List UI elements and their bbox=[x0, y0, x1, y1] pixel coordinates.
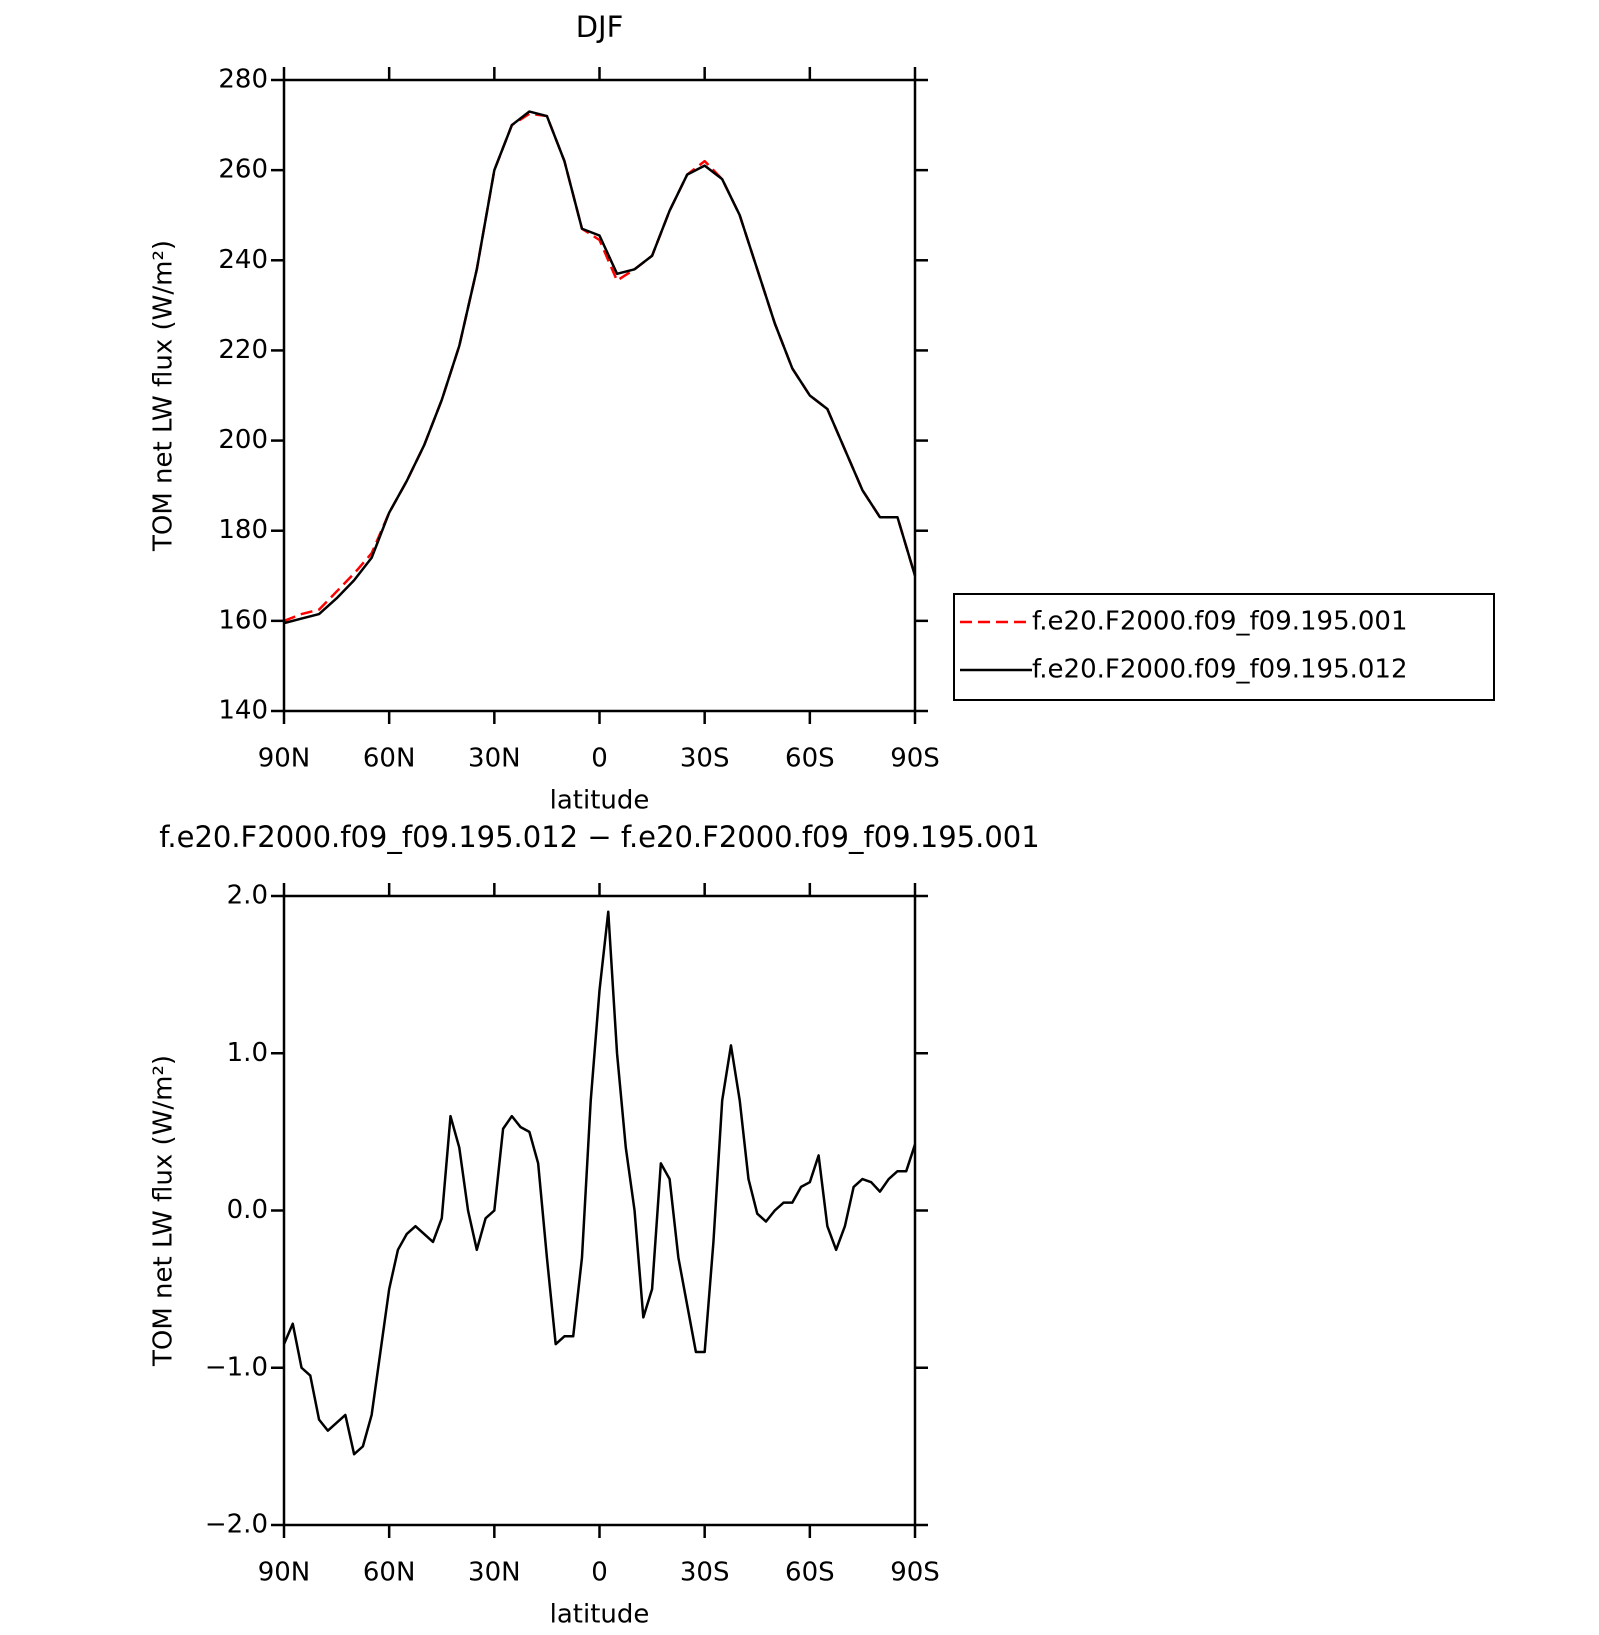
legend-label: f.e20.F2000.f09_f09.195.012 bbox=[1032, 655, 1408, 685]
chart-title: f.e20.F2000.f09_f09.195.012 − f.e20.F200… bbox=[159, 820, 1039, 854]
x-tick-label: 60S bbox=[785, 1558, 835, 1588]
legend-box bbox=[953, 593, 1495, 701]
data-line bbox=[282, 910, 917, 1456]
x-tick-label: 90S bbox=[890, 744, 940, 774]
y-tick-label: −1.0 bbox=[205, 1352, 268, 1382]
data-line bbox=[283, 112, 917, 623]
x-tick-label: 90S bbox=[890, 1558, 940, 1588]
y-tick-label: −2.0 bbox=[205, 1510, 268, 1540]
x-tick-label: 30S bbox=[680, 744, 730, 774]
plot-frame bbox=[282, 78, 917, 713]
x-tick-label: 90N bbox=[258, 1558, 311, 1588]
x-tick-label: 0 bbox=[591, 1558, 608, 1588]
y-tick-label: 140 bbox=[218, 696, 268, 726]
x-tick-label: 0 bbox=[591, 744, 608, 774]
x-tick-label: 60N bbox=[363, 744, 416, 774]
y-tick-label: 160 bbox=[218, 605, 268, 635]
y-tick-label: 1.0 bbox=[227, 1038, 268, 1068]
y-axis-label: TOM net LW flux (W/m²) bbox=[149, 1055, 179, 1367]
y-tick-label: 280 bbox=[218, 65, 268, 95]
x-axis-label: latitude bbox=[550, 786, 650, 816]
chart-title: DJF bbox=[576, 10, 624, 44]
legend-label: f.e20.F2000.f09_f09.195.001 bbox=[1032, 607, 1408, 637]
y-tick-label: 260 bbox=[218, 155, 268, 185]
x-tick-label: 90N bbox=[258, 744, 311, 774]
y-tick-label: 220 bbox=[218, 335, 268, 365]
x-tick-label: 60S bbox=[785, 744, 835, 774]
x-tick-label: 30N bbox=[468, 1558, 521, 1588]
y-tick-label: 0.0 bbox=[227, 1195, 268, 1225]
y-tick-label: 240 bbox=[218, 245, 268, 275]
x-tick-label: 30S bbox=[680, 1558, 730, 1588]
y-axis-label: TOM net LW flux (W/m²) bbox=[149, 240, 179, 552]
x-axis-label: latitude bbox=[550, 1600, 650, 1630]
x-tick-label: 30N bbox=[468, 744, 521, 774]
y-tick-label: 2.0 bbox=[227, 881, 268, 911]
y-tick-label: 180 bbox=[218, 515, 268, 545]
data-line bbox=[283, 110, 917, 625]
y-tick-label: 200 bbox=[218, 425, 268, 455]
x-tick-label: 60N bbox=[363, 1558, 416, 1588]
